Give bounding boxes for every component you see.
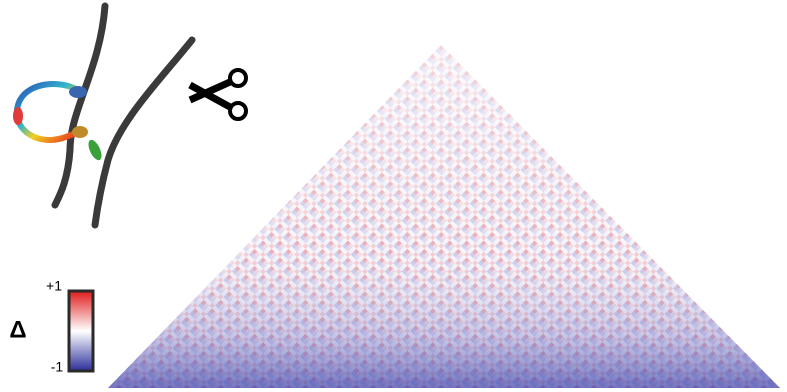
colorbar: +1 -1 Δ — [9, 278, 93, 375]
colorbar-symbol: Δ — [9, 316, 26, 343]
chromatin-diagram — [13, 6, 192, 225]
figure: +1 -1 Δ — [0, 0, 787, 392]
colorbar-max-label: +1 — [46, 278, 62, 294]
colorbar-min-label: -1 — [51, 359, 64, 375]
scissors-icon — [190, 70, 246, 119]
